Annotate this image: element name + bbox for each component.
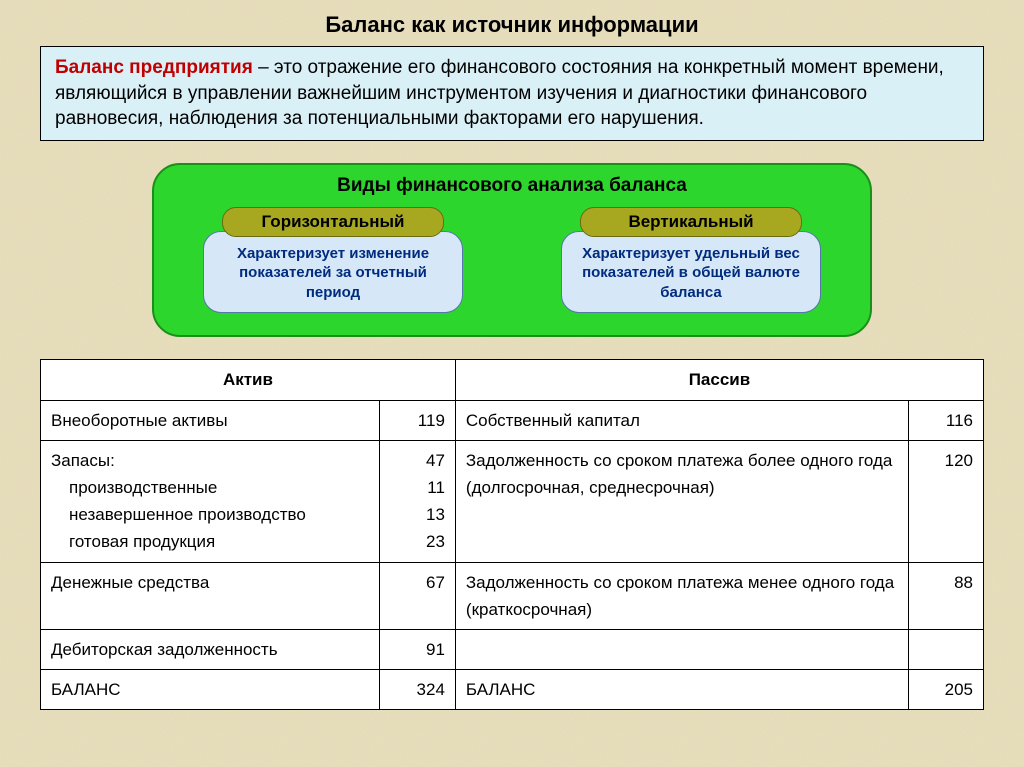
table-header-row: Актив Пассив — [41, 360, 984, 400]
cell-label: Денежные средства — [41, 562, 380, 629]
cell-label: Задолженность со сроком платежа более од… — [455, 440, 908, 562]
val: 47 — [426, 451, 445, 470]
vertical-label: Вертикальный — [580, 207, 802, 237]
val: 11 — [427, 478, 445, 497]
vertical-desc: Характеризует удельный вес показателей в… — [561, 231, 821, 314]
vertical-block: Вертикальный Характеризует удельный вес … — [561, 207, 821, 314]
line: производственные — [51, 474, 369, 501]
line: Запасы: — [51, 451, 115, 470]
cell-label — [455, 629, 908, 669]
page-title: Баланс как источник информации — [40, 12, 984, 38]
cell-value: 324 — [380, 670, 455, 710]
balance-table: Актив Пассив Внеоборотные активы 119 Соб… — [40, 359, 984, 710]
table-row: Дебиторская задолженность 91 — [41, 629, 984, 669]
cell-label: БАЛАНС — [455, 670, 908, 710]
horizontal-block: Горизонтальный Характеризует изменение п… — [203, 207, 463, 314]
diagram-title: Виды финансового анализа баланса — [184, 175, 840, 197]
cell-value-multi: 47 11 13 23 — [380, 440, 455, 562]
horizontal-desc: Характеризует изменение показателей за о… — [203, 231, 463, 314]
line: незавершенное производство — [51, 501, 369, 528]
analysis-types-panel: Виды финансового анализа баланса Горизон… — [152, 163, 872, 338]
cell-value: 205 — [908, 670, 983, 710]
definition-box: Баланс предприятия – это отражение его ф… — [40, 46, 984, 141]
cell-label: Собственный капитал — [455, 400, 908, 440]
cell-label: Задолженность со сроком платежа менее од… — [455, 562, 908, 629]
table-row: Денежные средства 67 Задолженность со ср… — [41, 562, 984, 629]
definition-lead: Баланс предприятия — [55, 57, 253, 78]
cell-label: Внеоборотные активы — [41, 400, 380, 440]
table-row: Внеоборотные активы 119 Собственный капи… — [41, 400, 984, 440]
table-row-total: БАЛАНС 324 БАЛАНС 205 — [41, 670, 984, 710]
header-liability: Пассив — [455, 360, 983, 400]
cell-value: 120 — [908, 440, 983, 562]
cell-value: 116 — [908, 400, 983, 440]
header-asset: Актив — [41, 360, 456, 400]
line: готовая продукция — [51, 528, 369, 555]
cell-label: Дебиторская задолженность — [41, 629, 380, 669]
table-row: Запасы: производственные незавершенное п… — [41, 440, 984, 562]
val: 23 — [426, 532, 445, 551]
cell-value: 119 — [380, 400, 455, 440]
horizontal-label: Горизонтальный — [222, 207, 444, 237]
cell-value: 91 — [380, 629, 455, 669]
val: 13 — [426, 505, 445, 524]
cell-value — [908, 629, 983, 669]
cell-label-multi: Запасы: производственные незавершенное п… — [41, 440, 380, 562]
cell-value: 67 — [380, 562, 455, 629]
cell-value: 88 — [908, 562, 983, 629]
cell-label: БАЛАНС — [41, 670, 380, 710]
